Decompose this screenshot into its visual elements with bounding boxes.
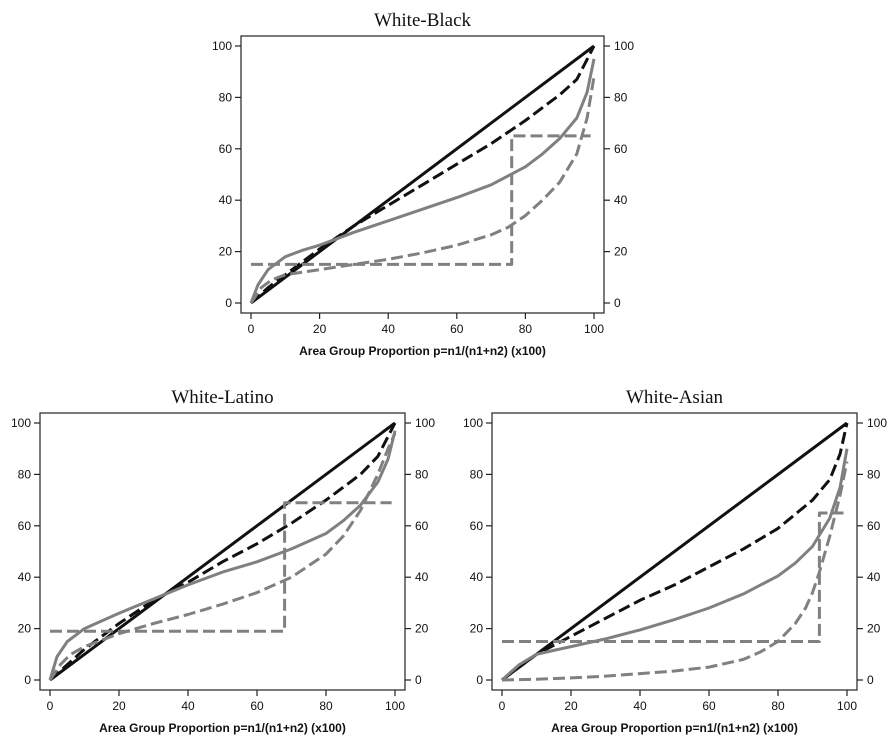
y-tick-label-left: 20	[219, 245, 233, 259]
series-gray-dashed-step	[251, 134, 591, 266]
x-tick-label: 100	[837, 699, 857, 713]
y-tick-label-left: 0	[225, 296, 232, 310]
x-axis-label: Area Group Proportion p=n1/(n1+n2) (x100…	[99, 721, 346, 735]
y-tick-label-left: 80	[219, 90, 233, 104]
y-tick-label-right: 80	[614, 90, 628, 104]
plot-frame	[39, 412, 406, 691]
y-tick-label-left: 100	[11, 416, 31, 430]
y-tick-label-left: 60	[470, 519, 484, 533]
y-tick-label-left: 100	[463, 416, 483, 430]
y-tick-label-left: 0	[476, 673, 483, 687]
series-gray-dashed-step	[50, 501, 392, 633]
x-axis-label: Area Group Proportion p=n1/(n1+n2) (x100…	[299, 344, 546, 358]
chart-title: White-Black	[374, 10, 472, 31]
x-tick-label: 80	[519, 322, 533, 336]
x-tick-label: 0	[248, 322, 255, 336]
series-diagonal-line	[250, 44, 595, 305]
y-tick-label-left: 40	[219, 193, 233, 207]
y-tick-label-left: 80	[470, 467, 484, 481]
x-axis-label: Area Group Proportion p=n1/(n1+n2) (x100…	[551, 721, 798, 735]
y-tick-label-right: 40	[415, 570, 429, 584]
y-tick-label-left: 20	[18, 622, 32, 636]
y-tick-label-right: 60	[415, 519, 429, 533]
y-tick-label-right: 40	[867, 570, 881, 584]
y-tick-label-right: 20	[614, 245, 628, 259]
y-tick-label-right: 0	[415, 673, 422, 687]
y-tick-label-left: 100	[212, 39, 232, 53]
series-diagonal-line	[49, 421, 396, 682]
y-tick-label-right: 40	[614, 193, 628, 207]
y-tick-label-right: 60	[867, 519, 881, 533]
x-tick-label: 40	[382, 322, 396, 336]
series-black-dashed-curve	[501, 422, 849, 682]
series-gray-dashed-curve	[48, 432, 397, 681]
y-tick-label-left: 40	[470, 570, 484, 584]
plot-frame	[240, 35, 605, 314]
y-tick-label-right: 60	[614, 142, 628, 156]
y-tick-label-right: 100	[415, 416, 435, 430]
chart-white-black: White-Black 0 20 40 60 80 100 0 0 20 20 40 40 60 60 80 8…	[212, 10, 634, 358]
series-gray-solid-curve	[501, 448, 849, 682]
y-tick-label-right: 0	[867, 673, 874, 687]
series-black-dashed-curve	[249, 45, 596, 305]
chart-white-asian: White-Asian 0 20 40 60 80 100 0 0 20 20 40 40 60 60 80 8…	[463, 387, 887, 735]
x-tick-label: 100	[385, 699, 405, 713]
y-tick-label-right: 0	[614, 296, 621, 310]
chart-title: White-Latino	[171, 387, 273, 408]
x-tick-label: 0	[499, 699, 506, 713]
x-tick-label: 100	[584, 322, 604, 336]
series-diagonal-line	[501, 421, 848, 682]
series-gray-dashed-step	[502, 511, 844, 643]
y-tick-label-left: 60	[18, 519, 32, 533]
y-tick-label-right: 100	[614, 39, 634, 53]
y-tick-label-right: 80	[415, 467, 429, 481]
y-tick-label-left: 20	[470, 622, 484, 636]
x-tick-label: 0	[47, 699, 54, 713]
series-black-dashed-curve	[49, 422, 397, 682]
chart-title: White-Asian	[626, 387, 724, 408]
x-tick-label: 40	[633, 699, 647, 713]
plot-frame	[491, 412, 858, 691]
series-gray-solid-curve	[249, 58, 596, 304]
x-tick-label: 20	[564, 699, 578, 713]
x-tick-label: 80	[319, 699, 333, 713]
series-gray-dashed-curve	[249, 76, 596, 304]
y-tick-label-right: 80	[867, 467, 881, 481]
y-tick-label-left: 40	[18, 570, 32, 584]
x-tick-label: 60	[250, 699, 264, 713]
series-gray-dashed-curve	[501, 461, 849, 682]
y-tick-label-left: 0	[24, 673, 31, 687]
x-tick-label: 60	[702, 699, 716, 713]
y-tick-label-right: 20	[415, 622, 429, 636]
y-tick-label-right: 20	[867, 622, 881, 636]
chart-white-latino: White-Latino 0 20 40 60 80 100 0 0 20 20 40 40 60 60 80…	[11, 387, 435, 735]
y-tick-label-right: 100	[867, 416, 887, 430]
y-tick-label-left: 80	[18, 467, 32, 481]
x-tick-label: 20	[112, 699, 126, 713]
x-tick-label: 20	[313, 322, 327, 336]
y-tick-label-left: 60	[219, 142, 233, 156]
x-tick-label: 40	[181, 699, 195, 713]
x-tick-label: 80	[771, 699, 785, 713]
x-tick-label: 60	[450, 322, 464, 336]
